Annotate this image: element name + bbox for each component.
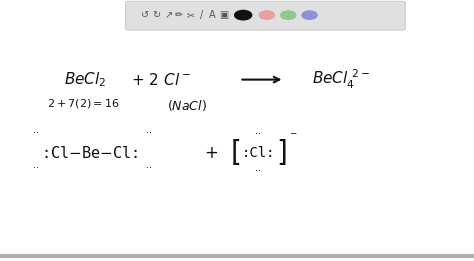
- Text: ··: ··: [33, 128, 38, 138]
- Text: ··: ··: [255, 166, 261, 176]
- Text: ✂: ✂: [187, 10, 195, 20]
- Text: ]: ]: [277, 139, 287, 167]
- Text: ↺: ↺: [140, 10, 149, 20]
- Text: :Cl:: :Cl:: [242, 146, 275, 160]
- Text: $+\ 2\ Cl^-$: $+\ 2\ Cl^-$: [131, 72, 191, 88]
- Text: $(NaCl)$: $(NaCl)$: [167, 98, 207, 113]
- Text: /: /: [200, 10, 203, 20]
- Text: :Cl$-$Be$-$Cl:: :Cl$-$Be$-$Cl:: [41, 145, 139, 161]
- Text: A: A: [209, 10, 216, 20]
- Text: ··: ··: [146, 163, 152, 173]
- Circle shape: [302, 11, 317, 19]
- Text: $2+7(2)=16$: $2+7(2)=16$: [46, 97, 119, 110]
- FancyBboxPatch shape: [126, 1, 405, 30]
- Circle shape: [235, 10, 252, 20]
- Text: ··: ··: [255, 129, 261, 139]
- Text: ▣: ▣: [219, 10, 229, 20]
- Text: [: [: [230, 139, 241, 167]
- Text: ··: ··: [33, 163, 38, 173]
- Text: $^-$: $^-$: [288, 130, 298, 144]
- Circle shape: [259, 11, 274, 19]
- Text: $BeCl_2$: $BeCl_2$: [64, 70, 107, 89]
- Text: +: +: [204, 144, 218, 162]
- Text: ↗: ↗: [164, 10, 173, 20]
- Text: ✏: ✏: [175, 10, 183, 20]
- Text: $BeCl_4^{\ 2-}$: $BeCl_4^{\ 2-}$: [312, 68, 370, 91]
- Text: ↻: ↻: [152, 10, 161, 20]
- Text: ··: ··: [146, 128, 152, 138]
- Circle shape: [281, 11, 296, 19]
